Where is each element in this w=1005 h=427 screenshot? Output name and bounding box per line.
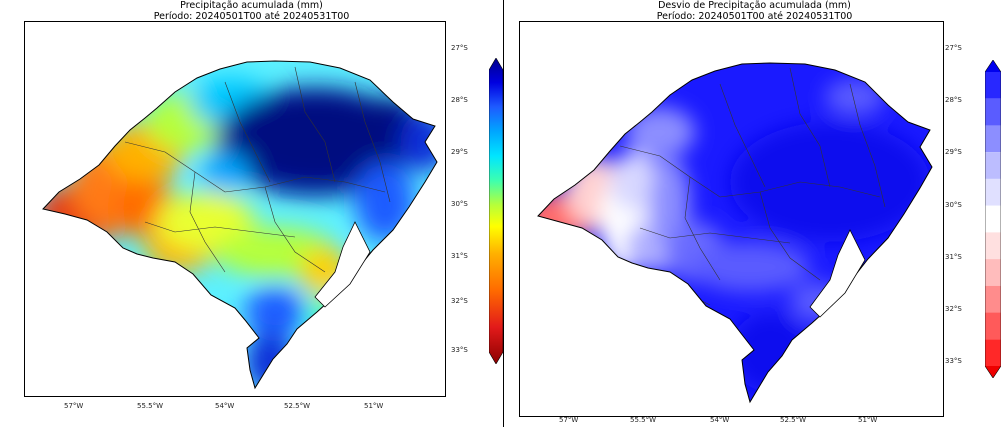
title-line1: Precipitação acumulada (mm)	[180, 0, 323, 11]
lat-label: 31°S	[945, 253, 962, 261]
colorbar-segment	[985, 125, 1001, 153]
lat-label: 32°S	[451, 297, 468, 305]
lat-label: 33°S	[945, 357, 962, 365]
lat-label: 27°S	[945, 44, 962, 52]
colorbar-segment	[985, 232, 1001, 260]
precipitation-deviation-map-panel: Desvio de Precipitação acumulada (mm) Pe…	[504, 0, 1005, 427]
lat-label: 28°S	[451, 96, 468, 104]
deviation-colorbar	[985, 60, 1001, 378]
title-line1: Desvio de Precipitação acumulada (mm)	[658, 0, 851, 11]
lon-label: 57°W	[64, 402, 84, 410]
lat-label: 33°S	[451, 346, 468, 354]
title-line2: Período: 20240501T00 até 20240531T00	[656, 11, 853, 22]
map-title: Desvio de Precipitação acumulada (mm) Pe…	[504, 0, 1005, 22]
lon-label: 51°W	[858, 416, 878, 424]
colorbar-segment	[985, 152, 1001, 179]
colorbar-segment	[985, 205, 1001, 233]
lon-label: 52.5°W	[780, 416, 807, 424]
lon-label: 52.5°W	[284, 402, 311, 410]
precipitation-map-panel: Precipitação acumulada (mm) Período: 202…	[0, 0, 504, 427]
lat-label: 27°S	[451, 44, 468, 52]
lat-label: 32°S	[945, 305, 962, 313]
lon-label: 54°W	[215, 402, 235, 410]
map-area	[24, 21, 446, 397]
title-line2: Período: 20240501T00 até 20240531T00	[153, 11, 350, 22]
lat-label: 30°S	[451, 200, 468, 208]
lat-label: 30°S	[945, 201, 962, 209]
lat-label: 28°S	[945, 96, 962, 104]
map-area	[519, 21, 944, 417]
colorbar-segment	[985, 339, 1001, 366]
colorbar-segment	[985, 178, 1001, 206]
lon-label: 55.5°W	[630, 416, 657, 424]
map-title: Precipitação acumulada (mm) Período: 202…	[0, 0, 503, 22]
lon-label: 51°W	[364, 402, 384, 410]
colorbar-segment	[985, 98, 1001, 126]
precipitation-colorbar	[489, 58, 503, 364]
lon-label: 55.5°W	[137, 402, 164, 410]
lat-label: 29°S	[945, 148, 962, 156]
lon-label: 54°W	[710, 416, 730, 424]
lat-label: 29°S	[451, 148, 468, 156]
colorbar-segment	[985, 72, 1001, 99]
colorbar-extend-top	[985, 60, 1001, 72]
lon-label: 57°W	[559, 416, 579, 424]
colorbar-segment	[985, 312, 1001, 340]
colorbar-segment	[985, 285, 1001, 313]
colorbar-extend-bottom	[985, 366, 1001, 378]
colorbar-segment	[985, 259, 1001, 286]
lat-label: 31°S	[451, 252, 468, 260]
